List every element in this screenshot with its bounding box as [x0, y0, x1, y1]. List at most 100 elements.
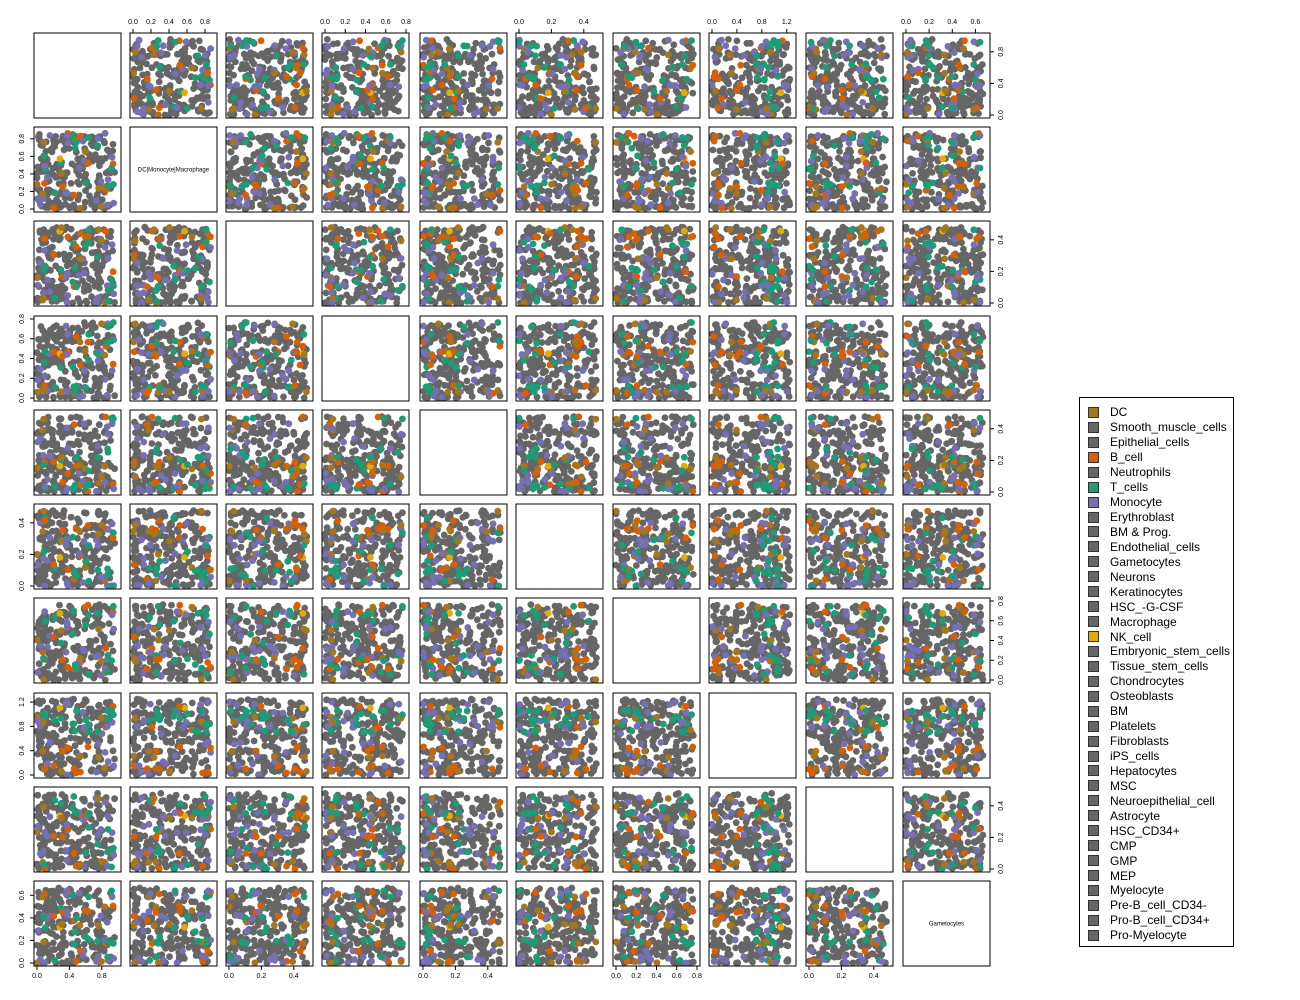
point-236: [300, 185, 308, 192]
point-232: [483, 190, 490, 198]
point-107: [229, 88, 237, 96]
point-144: [226, 36, 234, 43]
point-255: [620, 182, 628, 190]
point-257: [334, 73, 341, 80]
point-27: [495, 147, 503, 155]
point-213: [299, 155, 307, 163]
point-221: [642, 157, 650, 165]
point-237: [666, 139, 674, 147]
point-250: [230, 138, 238, 146]
point-192: [931, 134, 939, 142]
point-231: [291, 180, 299, 187]
point-234: [355, 69, 363, 77]
point-189: [943, 108, 951, 116]
point-224: [72, 243, 80, 251]
point-231: [450, 180, 457, 187]
point-258: [824, 83, 832, 91]
point-137: [232, 45, 240, 52]
point-227: [435, 203, 442, 211]
point-173: [780, 204, 788, 212]
point-136: [689, 168, 697, 175]
point-143: [398, 142, 406, 150]
point-209: [766, 88, 774, 96]
point-185: [589, 85, 597, 93]
point-253: [760, 134, 768, 141]
point-212: [857, 148, 865, 156]
point-157: [517, 170, 524, 177]
point-252: [194, 52, 202, 60]
point-61: [343, 147, 350, 155]
point-179: [772, 204, 779, 212]
point-157: [441, 97, 449, 105]
point-248: [110, 290, 118, 298]
point-246: [541, 179, 548, 187]
point-231: [714, 180, 722, 187]
point-208: [683, 75, 691, 83]
point-165: [139, 58, 147, 66]
point-214: [961, 160, 968, 168]
point-138: [350, 45, 357, 53]
point-217: [647, 108, 655, 116]
point-186: [387, 169, 395, 177]
point-141: [88, 293, 95, 301]
point-241: [519, 66, 526, 74]
point-234: [546, 132, 554, 140]
point-245: [864, 144, 871, 152]
point-180: [920, 162, 928, 169]
point-226: [432, 173, 440, 181]
point-251: [327, 87, 335, 95]
point-200: [495, 69, 503, 77]
point-166: [635, 144, 643, 152]
point-253: [848, 61, 855, 68]
point-161: [378, 140, 386, 148]
point-101: [488, 176, 496, 184]
point-241: [430, 66, 438, 74]
point-246: [82, 179, 90, 187]
point-239: [949, 104, 957, 112]
point-52: [923, 95, 930, 103]
point-171: [593, 188, 600, 196]
point-242: [130, 95, 138, 103]
point-117: [879, 153, 886, 161]
point-225: [904, 53, 912, 61]
point-232: [483, 106, 490, 113]
point-253: [202, 61, 210, 68]
point-258: [557, 188, 565, 196]
point-204: [496, 187, 504, 194]
point-2: [815, 87, 823, 95]
point-226: [720, 101, 727, 109]
point-242: [950, 95, 958, 103]
point-259: [851, 190, 859, 197]
point-215: [579, 38, 587, 46]
point-257: [73, 138, 80, 146]
panel-1-4: [419, 126, 508, 213]
point-240: [532, 81, 540, 89]
point-250: [613, 138, 620, 146]
point-255: [774, 42, 781, 50]
point-189: [564, 108, 572, 116]
point-227: [813, 48, 821, 56]
point-250: [762, 105, 770, 112]
point-150: [299, 202, 307, 210]
panel-frame-1-9: [902, 126, 991, 213]
point-182: [163, 51, 171, 58]
point-110: [669, 157, 677, 165]
point-165: [456, 58, 464, 66]
point-98: [580, 97, 588, 104]
point-114: [65, 145, 73, 152]
point-44: [687, 195, 695, 203]
point-220: [456, 99, 464, 106]
point-212: [443, 148, 450, 156]
panel-0-4: [419, 32, 508, 119]
point-256: [226, 132, 234, 139]
point-186: [614, 169, 621, 177]
point-40: [385, 52, 392, 60]
point-185: [853, 179, 860, 187]
point-235: [344, 104, 352, 111]
point-252: [94, 253, 102, 261]
point-237: [386, 139, 394, 147]
point-243: [728, 205, 735, 212]
point-108: [344, 183, 352, 191]
point-180: [480, 162, 488, 169]
point-148: [688, 202, 696, 210]
